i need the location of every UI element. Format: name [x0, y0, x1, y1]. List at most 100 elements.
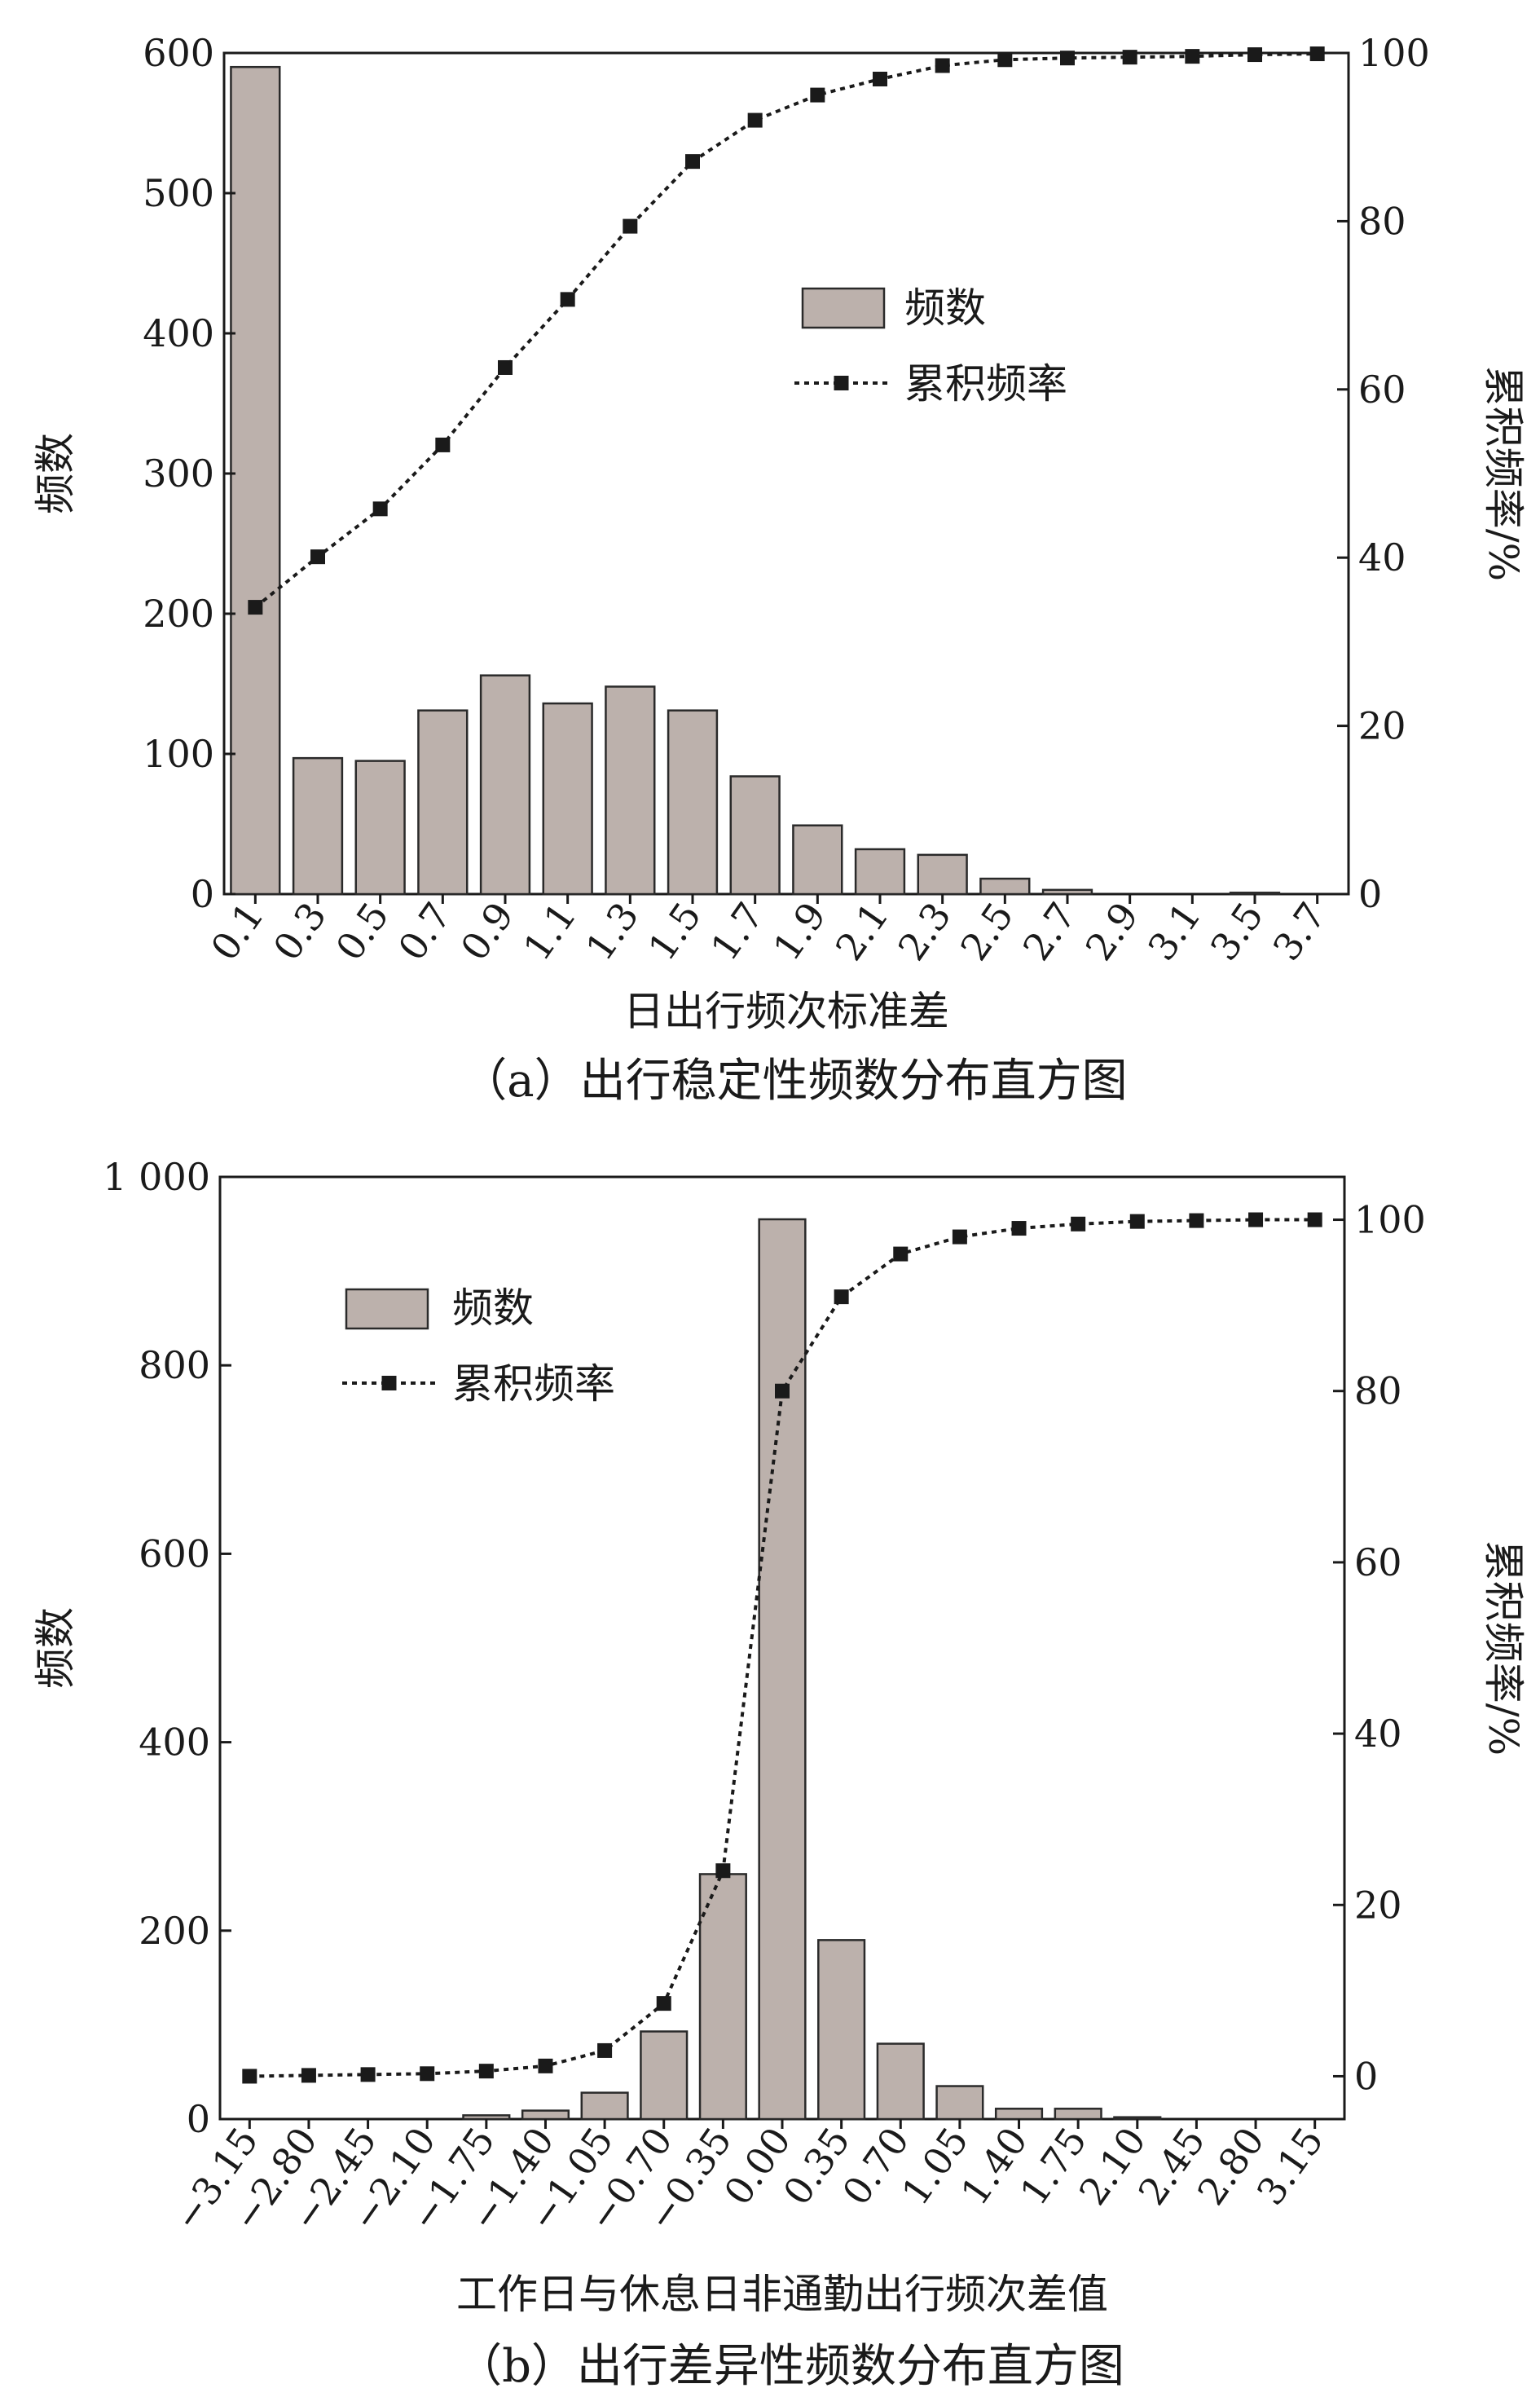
bar-2.1 [854, 848, 906, 896]
cumulative-point-1.3 [623, 218, 638, 234]
cumulative-point-−0.35 [715, 1863, 731, 1879]
bar-−0.70 [640, 2030, 689, 2121]
right-tick-label: 40 [1358, 535, 1406, 579]
left-tick-label: 1 000 [103, 1155, 210, 1199]
x-tick-label: 0.5 [327, 894, 397, 968]
chart-b-cumulative-markers [242, 1212, 1322, 2084]
cumulative-point-0.3 [310, 549, 325, 565]
cumulative-point-2.45 [1189, 1213, 1204, 1228]
cumulative-point-3.7 [1309, 46, 1325, 62]
cumulative-point-1.5 [685, 154, 700, 170]
x-tick-label: 1.40 [953, 2119, 1036, 2213]
cumulative-point-0.35 [834, 1289, 849, 1305]
bar-−0.35 [698, 1873, 747, 2121]
chart-b-left-axis-ticks: 0 200 400 600 800 1 000 [103, 1155, 231, 2141]
chart-a-cumulative-markers [248, 46, 1325, 615]
left-tick-label: 500 [143, 171, 214, 215]
bar-2.7 [1041, 888, 1093, 896]
right-tick-label: 20 [1354, 1883, 1402, 1927]
x-tick-label: 2.5 [952, 894, 1022, 968]
cumulative-point-2.80 [1248, 1212, 1264, 1227]
cumulative-point-2.3 [935, 58, 950, 73]
bar-−1.75 [462, 2114, 511, 2121]
bar-0.9 [479, 674, 531, 896]
left-tick-label: 400 [139, 1721, 210, 1765]
chart-b-x-axis-label: 工作日与休息日非通勤出行频次差值 [456, 2271, 1108, 2318]
chart-a-legend-bar-label: 频数 [904, 284, 986, 332]
bar-1.5 [667, 709, 719, 896]
left-tick-label: 0 [191, 872, 214, 916]
cumulative-point-−1.75 [478, 2064, 494, 2079]
chart-b-legend-line-label: 累积频率 [452, 1360, 615, 1408]
chart-a-left-axis-ticks: 0 100 200 300 400 500 600 [143, 31, 235, 916]
x-tick-label: 0.7 [389, 894, 460, 968]
x-tick-label: 0.70 [834, 2119, 917, 2213]
x-tick-label: 1.9 [764, 894, 834, 968]
chart-a-legend-bar-swatch [801, 287, 886, 329]
chart-b-legend-marker-swatch [381, 1376, 397, 1390]
right-tick-label: 80 [1354, 1369, 1402, 1413]
cumulative-point-1.7 [747, 112, 763, 128]
cumulative-point-2.9 [1122, 50, 1137, 65]
cumulative-point-0.00 [775, 1383, 790, 1399]
chart-b-legend-bar-label: 频数 [452, 1284, 534, 1332]
x-tick-label: 2.9 [1076, 894, 1146, 968]
cumulative-point-1.05 [952, 1229, 967, 1245]
bar-1.75 [1054, 2108, 1102, 2121]
cumulative-point-2.1 [873, 71, 887, 86]
right-tick-label: 40 [1354, 1712, 1402, 1756]
bar-−1.40 [521, 2109, 570, 2121]
cumulative-point-1.1 [560, 292, 575, 307]
chart-b-difference-histogram: 0 200 400 600 800 1 000 0 20 40 60 80 100 −3.15−2.… [32, 1155, 1527, 2393]
chart-b-legend-bar-swatch [345, 1288, 429, 1330]
chart-b-y-axis-label: 频数 [32, 1607, 79, 1689]
cumulative-point-2.7 [1060, 51, 1075, 66]
x-tick-label: 2.10 [1071, 2119, 1155, 2213]
chart-a-cumulative-line [254, 52, 1318, 609]
left-tick-label: 400 [143, 311, 214, 355]
chart-a-legend-line-label: 累积频率 [904, 360, 1067, 408]
left-tick-label: 300 [143, 452, 214, 496]
bar-0.7 [417, 709, 469, 896]
chart-a-y2-axis-label: 累积频率/% [1480, 366, 1527, 581]
chart-a-x-axis-ticks: 0.10.30.50.70.91.11.31.51.71.92.12.32.52… [202, 894, 1335, 968]
chart-b-x-axis-ticks: −3.15−2.80−2.45−2.10−1.75−1.40−1.05−0.70… [165, 2119, 1332, 2239]
cumulative-point-1.75 [1071, 1216, 1086, 1232]
right-tick-label: 80 [1358, 199, 1406, 243]
chart-a-legend-marker-swatch [834, 376, 849, 390]
cumulative-point-−1.05 [597, 2042, 613, 2058]
chart-b-y2-axis-label: 累积频率/% [1480, 1540, 1527, 1756]
x-tick-label: 2.3 [889, 894, 959, 968]
bar-0.3 [292, 756, 344, 896]
bar-2.3 [917, 853, 968, 896]
x-tick-label: 1.75 [1011, 2119, 1095, 2213]
x-tick-label: 2.80 [1189, 2119, 1273, 2213]
right-tick-label: 100 [1354, 1198, 1426, 1242]
bar-1.40 [994, 2108, 1044, 2121]
chart-a-bars [230, 65, 1281, 896]
right-tick-label: 60 [1354, 1540, 1402, 1584]
bar-0.5 [354, 760, 406, 896]
left-tick-label: 600 [143, 31, 214, 75]
bar-1.3 [605, 685, 656, 896]
x-tick-label: 2.45 [1129, 2119, 1213, 2213]
bar-−1.05 [580, 2091, 629, 2121]
left-tick-label: 800 [139, 1343, 210, 1387]
x-tick-label: 3.7 [1264, 894, 1334, 968]
cumulative-point-0.70 [893, 1246, 909, 1262]
x-tick-label: 1.1 [514, 894, 584, 968]
chart-b-right-axis-ticks: 0 20 40 60 80 100 [1333, 1198, 1426, 2098]
cumulative-point-−2.80 [301, 2068, 316, 2083]
chart-a-legend: 频数 累积频率 [794, 284, 1067, 408]
cumulative-point-−2.10 [420, 2066, 435, 2082]
right-tick-label: 60 [1358, 368, 1406, 412]
cumulative-point-−0.70 [656, 1996, 671, 2011]
chart-a-x-axis-label: 日出行频次标准差 [623, 988, 949, 1035]
bar-0.35 [817, 1939, 866, 2121]
left-tick-label: 200 [143, 592, 214, 636]
cumulative-point-−3.15 [242, 2069, 257, 2084]
cumulative-point-0.5 [372, 501, 388, 517]
cumulative-point-2.10 [1129, 1214, 1145, 1229]
left-tick-label: 100 [143, 732, 214, 776]
bar-1.9 [792, 824, 843, 896]
